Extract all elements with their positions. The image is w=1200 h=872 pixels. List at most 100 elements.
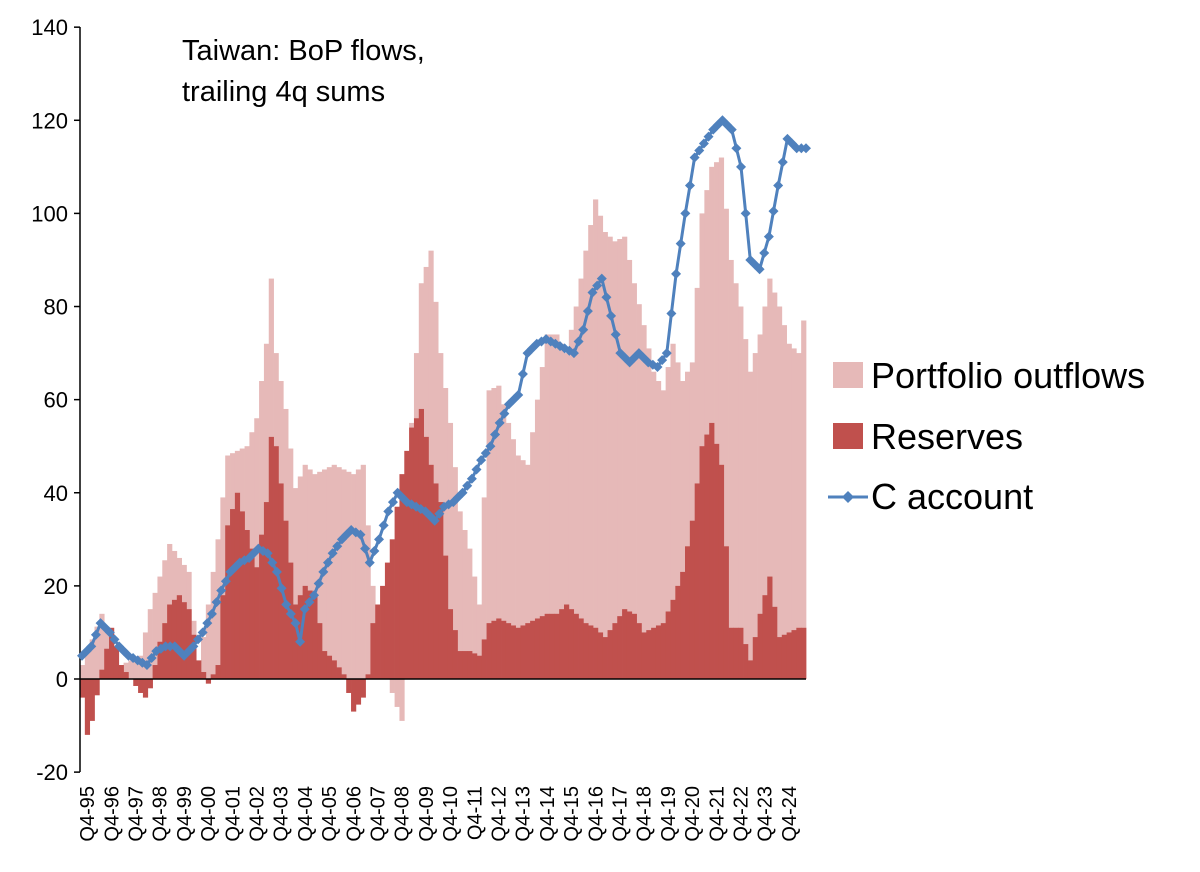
x-tick-label: Q4-04	[295, 786, 317, 842]
portfolio-bar	[781, 325, 787, 679]
portfolio-bar	[622, 236, 628, 679]
reserves-bar	[375, 604, 381, 679]
portfolio-bar	[486, 390, 492, 679]
legend-label-portfolio-outflows: Portfolio outflows	[871, 355, 1145, 396]
reserves-bar	[249, 548, 255, 679]
reserves-bar	[704, 434, 710, 679]
portfolio-bar	[549, 334, 555, 679]
reserves-bar	[341, 674, 347, 679]
reserves-bar	[781, 634, 787, 679]
c-account-marker	[355, 529, 366, 540]
x-tick-label: Q4-15	[561, 786, 583, 842]
reserves-bar	[791, 630, 797, 679]
portfolio-bar	[539, 367, 545, 679]
x-tick-label: Q4-06	[343, 786, 365, 842]
portfolio-bar	[747, 371, 754, 679]
reserves-bar	[418, 408, 424, 679]
reserves-bar	[772, 606, 778, 679]
portfolio-bar	[307, 469, 313, 679]
portfolio-bar	[399, 679, 405, 721]
c-account-marker	[415, 504, 426, 515]
portfolio-bar	[718, 157, 725, 679]
reserves-bar	[525, 623, 531, 679]
reserves-bar	[568, 609, 575, 679]
reserves-bar	[336, 667, 342, 679]
reserves-bar	[462, 651, 468, 679]
portfolio-bar	[578, 278, 584, 679]
x-tick-label: Q4-12	[489, 786, 511, 842]
portfolio-bar	[496, 385, 502, 679]
reserves-bar	[680, 571, 686, 679]
reserves-bar	[380, 585, 386, 679]
c-account-marker	[327, 548, 338, 559]
reserves-bar	[776, 637, 783, 679]
c-account-marker	[104, 627, 115, 638]
portfolio-bar	[317, 471, 323, 679]
c-account-marker	[332, 541, 343, 552]
portfolio-bar	[651, 371, 657, 679]
y-tick-label: 20	[44, 574, 68, 599]
c-account-marker	[703, 131, 714, 142]
portfolio-bar	[655, 381, 662, 679]
c-account-marker	[684, 180, 695, 191]
reserves-bar	[220, 595, 226, 679]
c-account-marker	[271, 566, 282, 577]
c-account-marker	[304, 597, 315, 608]
x-tick-label: Q4-18	[634, 786, 656, 842]
x-tick-label: Q4-19	[658, 786, 680, 842]
reserves-bar	[394, 506, 400, 679]
c-account-marker	[206, 608, 217, 619]
portfolio-bar	[476, 604, 483, 679]
reserves-bar	[694, 483, 700, 679]
c-account-marker	[360, 543, 371, 554]
portfolio-bar	[394, 679, 400, 707]
portfolio-bar	[99, 613, 105, 679]
reserves-bar	[539, 616, 545, 679]
portfolio-bar	[128, 660, 134, 679]
c-account-marker	[374, 534, 385, 545]
portfolio-bar	[297, 476, 303, 679]
y-tick-label: 80	[44, 295, 68, 320]
reserves-bar	[157, 641, 163, 679]
reserves-bar	[118, 665, 124, 679]
c-account-marker	[661, 348, 672, 359]
portfolio-bar	[728, 259, 734, 679]
y-axis-ticks: -20 0 20 40 60 80 100 120 140	[31, 15, 80, 785]
x-tick-label: Q4-07	[368, 786, 390, 842]
reserves-bar	[433, 483, 439, 679]
portfolio-bar	[457, 511, 463, 679]
reserves-bar	[685, 546, 691, 679]
portfolio-bar	[510, 439, 516, 679]
portfolio-bar	[723, 208, 729, 680]
reserves-bar	[583, 623, 589, 679]
c-account-marker	[86, 641, 97, 652]
portfolio-bar	[665, 367, 671, 679]
c-account-marker	[90, 629, 101, 640]
c-account-marker	[364, 557, 375, 568]
portfolio-bar	[336, 467, 342, 679]
reserves-bar	[138, 679, 144, 693]
reserves-bar	[384, 562, 391, 679]
c-account-marker	[485, 441, 496, 452]
portfolio-bar	[752, 353, 758, 679]
x-tick-label: Q4-98	[150, 786, 172, 842]
portfolio-bar	[689, 362, 696, 679]
c-account-marker	[689, 152, 700, 163]
portfolio-bar	[123, 662, 129, 679]
reserves-bar	[641, 632, 647, 679]
reserves-bar	[554, 613, 560, 679]
portfolio-bar	[568, 329, 575, 679]
x-tick-label: Q4-05	[319, 786, 341, 842]
reserves-bar	[152, 665, 158, 679]
c-account-marker	[726, 124, 737, 135]
c-account-marker	[202, 618, 213, 629]
reserves-bar	[234, 492, 241, 679]
reserves-bar	[409, 427, 415, 679]
c-account-marker	[601, 292, 612, 303]
c-account-marker	[587, 287, 598, 298]
c-account-marker	[568, 348, 579, 359]
reserves-bar	[288, 562, 294, 679]
portfolio-bar	[162, 560, 168, 679]
portfolio-bar	[292, 488, 299, 679]
c-account-marker	[592, 280, 603, 291]
